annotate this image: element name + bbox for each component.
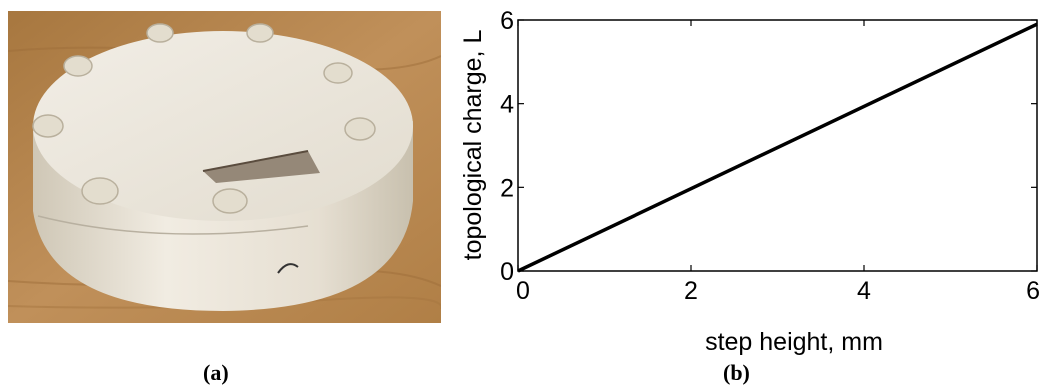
pegs bbox=[32, 23, 376, 214]
caption-a: (a) bbox=[203, 360, 229, 385]
plot-area bbox=[517, 19, 1038, 272]
y-tick-label: 4 bbox=[500, 91, 514, 119]
y-tick-label: 2 bbox=[500, 174, 514, 202]
caption-b: (b) bbox=[723, 360, 750, 385]
line-chart: 0 2 4 6 0 2 4 6 step height, mm topological cha… bbox=[459, 7, 1040, 356]
photo-spiral-phase-plate bbox=[7, 11, 443, 323]
top-surface bbox=[33, 31, 413, 221]
x-tick-label: 6 bbox=[1026, 277, 1040, 305]
ticks-layer: 0 2 4 6 0 2 4 6 bbox=[500, 7, 1040, 305]
x-tick-label: 0 bbox=[516, 277, 530, 305]
spiral-step bbox=[203, 151, 320, 183]
photo-illustration bbox=[7, 11, 443, 323]
y-tick-label: 6 bbox=[500, 7, 514, 35]
y-axis-label: topological charge, L bbox=[459, 30, 487, 261]
x-tick-label: 2 bbox=[684, 277, 698, 305]
y-tick-label: 0 bbox=[500, 258, 514, 286]
series-line bbox=[517, 22, 1038, 273]
x-tick-label: 4 bbox=[857, 277, 871, 305]
x-axis-label: step height, mm bbox=[705, 328, 883, 356]
plot-frame bbox=[517, 19, 1038, 272]
series-layer bbox=[517, 22, 1038, 273]
